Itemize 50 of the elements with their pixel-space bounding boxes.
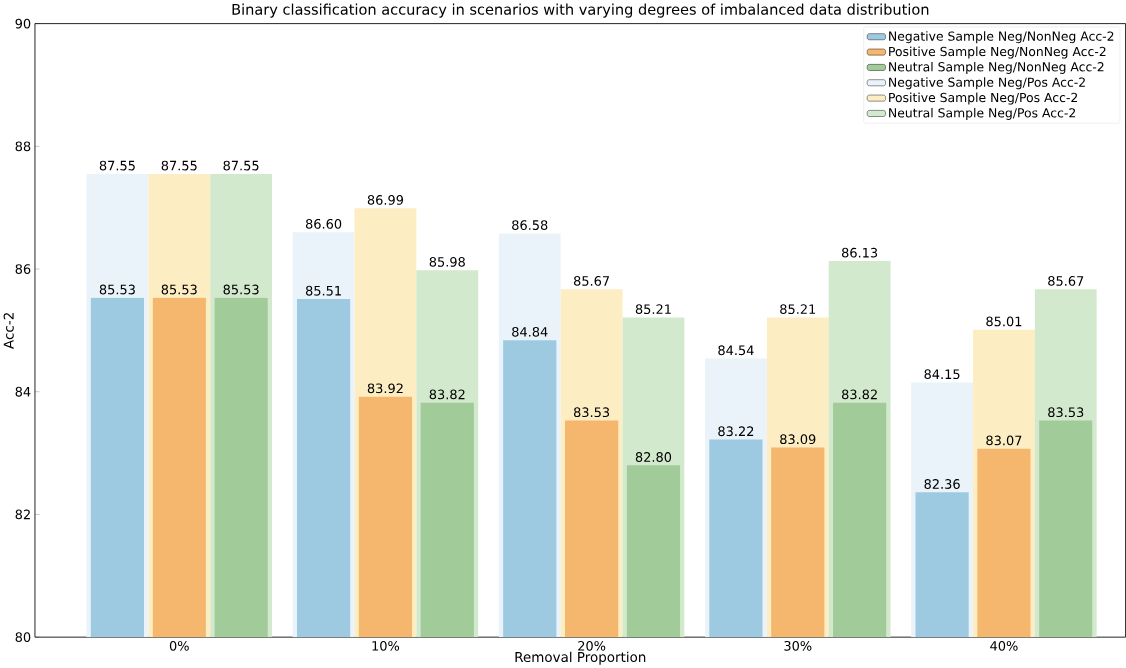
data-label: 82.36 bbox=[924, 478, 960, 489]
y-tick-label: 86 bbox=[15, 264, 31, 274]
data-label: 86.60 bbox=[305, 218, 342, 229]
data-label: 85.01 bbox=[986, 316, 1022, 327]
data-label: 85.21 bbox=[780, 304, 816, 314]
y-tick-label: 90 bbox=[15, 18, 31, 29]
legend-label: Neutral Sample Neg/NonNeg Acc-2 bbox=[889, 61, 1104, 74]
chart-title: Binary classification accuracy in scenarios with varying degrees of imbalanced data distribution bbox=[232, 3, 929, 18]
data-label: 84.15 bbox=[924, 369, 960, 379]
data-label: 86.99 bbox=[367, 194, 404, 205]
data-label: 82.80 bbox=[635, 451, 672, 462]
data-label: 86.13 bbox=[841, 247, 878, 258]
data-label: 85.51 bbox=[305, 285, 341, 296]
legend-label: Negative Sample Neg/Pos Acc-2 bbox=[889, 77, 1085, 90]
data-label: 84.84 bbox=[512, 326, 548, 337]
data-label: 85.98 bbox=[429, 256, 465, 267]
y-tick-label: 82 bbox=[15, 509, 30, 520]
x-tick-label: 20% bbox=[578, 640, 606, 651]
data-label: 84.54 bbox=[718, 345, 754, 356]
legend-label: Positive Sample Neg/Pos Acc-2 bbox=[889, 92, 1078, 105]
data-label: 85.21 bbox=[635, 304, 671, 314]
legend-label: Positive Sample Neg/NonNeg Acc-2 bbox=[889, 46, 1106, 59]
data-label: 85.53 bbox=[99, 284, 135, 295]
data-label: 83.92 bbox=[367, 383, 403, 394]
data-label: 87.55 bbox=[223, 160, 259, 171]
y-tick-label: 88 bbox=[15, 141, 31, 152]
x-tick-label: 10% bbox=[372, 640, 400, 651]
data-label: 83.09 bbox=[780, 434, 816, 444]
legend-label: Neutral Sample Neg/Pos Acc-2 bbox=[889, 107, 1076, 120]
data-label: 85.53 bbox=[223, 284, 259, 295]
x-tick-label: 40% bbox=[990, 640, 1018, 651]
x-tick-label: 0% bbox=[169, 640, 189, 651]
data-label: 83.53 bbox=[573, 407, 610, 417]
x-tick-label: 30% bbox=[784, 640, 812, 651]
data-label: 86.58 bbox=[512, 220, 548, 230]
data-label: 83.82 bbox=[429, 389, 465, 400]
data-label: 83.07 bbox=[986, 435, 1022, 446]
x-axis-title: Removal Proportion bbox=[515, 651, 646, 665]
data-label: 85.53 bbox=[161, 284, 197, 295]
y-tick-label: 84 bbox=[15, 386, 31, 397]
y-tick-label: 80 bbox=[15, 632, 31, 642]
data-label: 83.22 bbox=[718, 426, 754, 436]
y-axis-title: Acc-2 bbox=[3, 312, 14, 349]
data-label: 87.55 bbox=[161, 160, 197, 171]
data-label: 83.53 bbox=[1048, 407, 1084, 417]
data-label: 83.82 bbox=[841, 389, 877, 400]
data-label: 87.55 bbox=[99, 160, 135, 171]
legend-label: Negative Sample Neg/NonNeg Acc-2 bbox=[889, 31, 1114, 44]
data-label: 85.67 bbox=[1048, 275, 1084, 286]
data-label: 85.67 bbox=[573, 275, 609, 286]
